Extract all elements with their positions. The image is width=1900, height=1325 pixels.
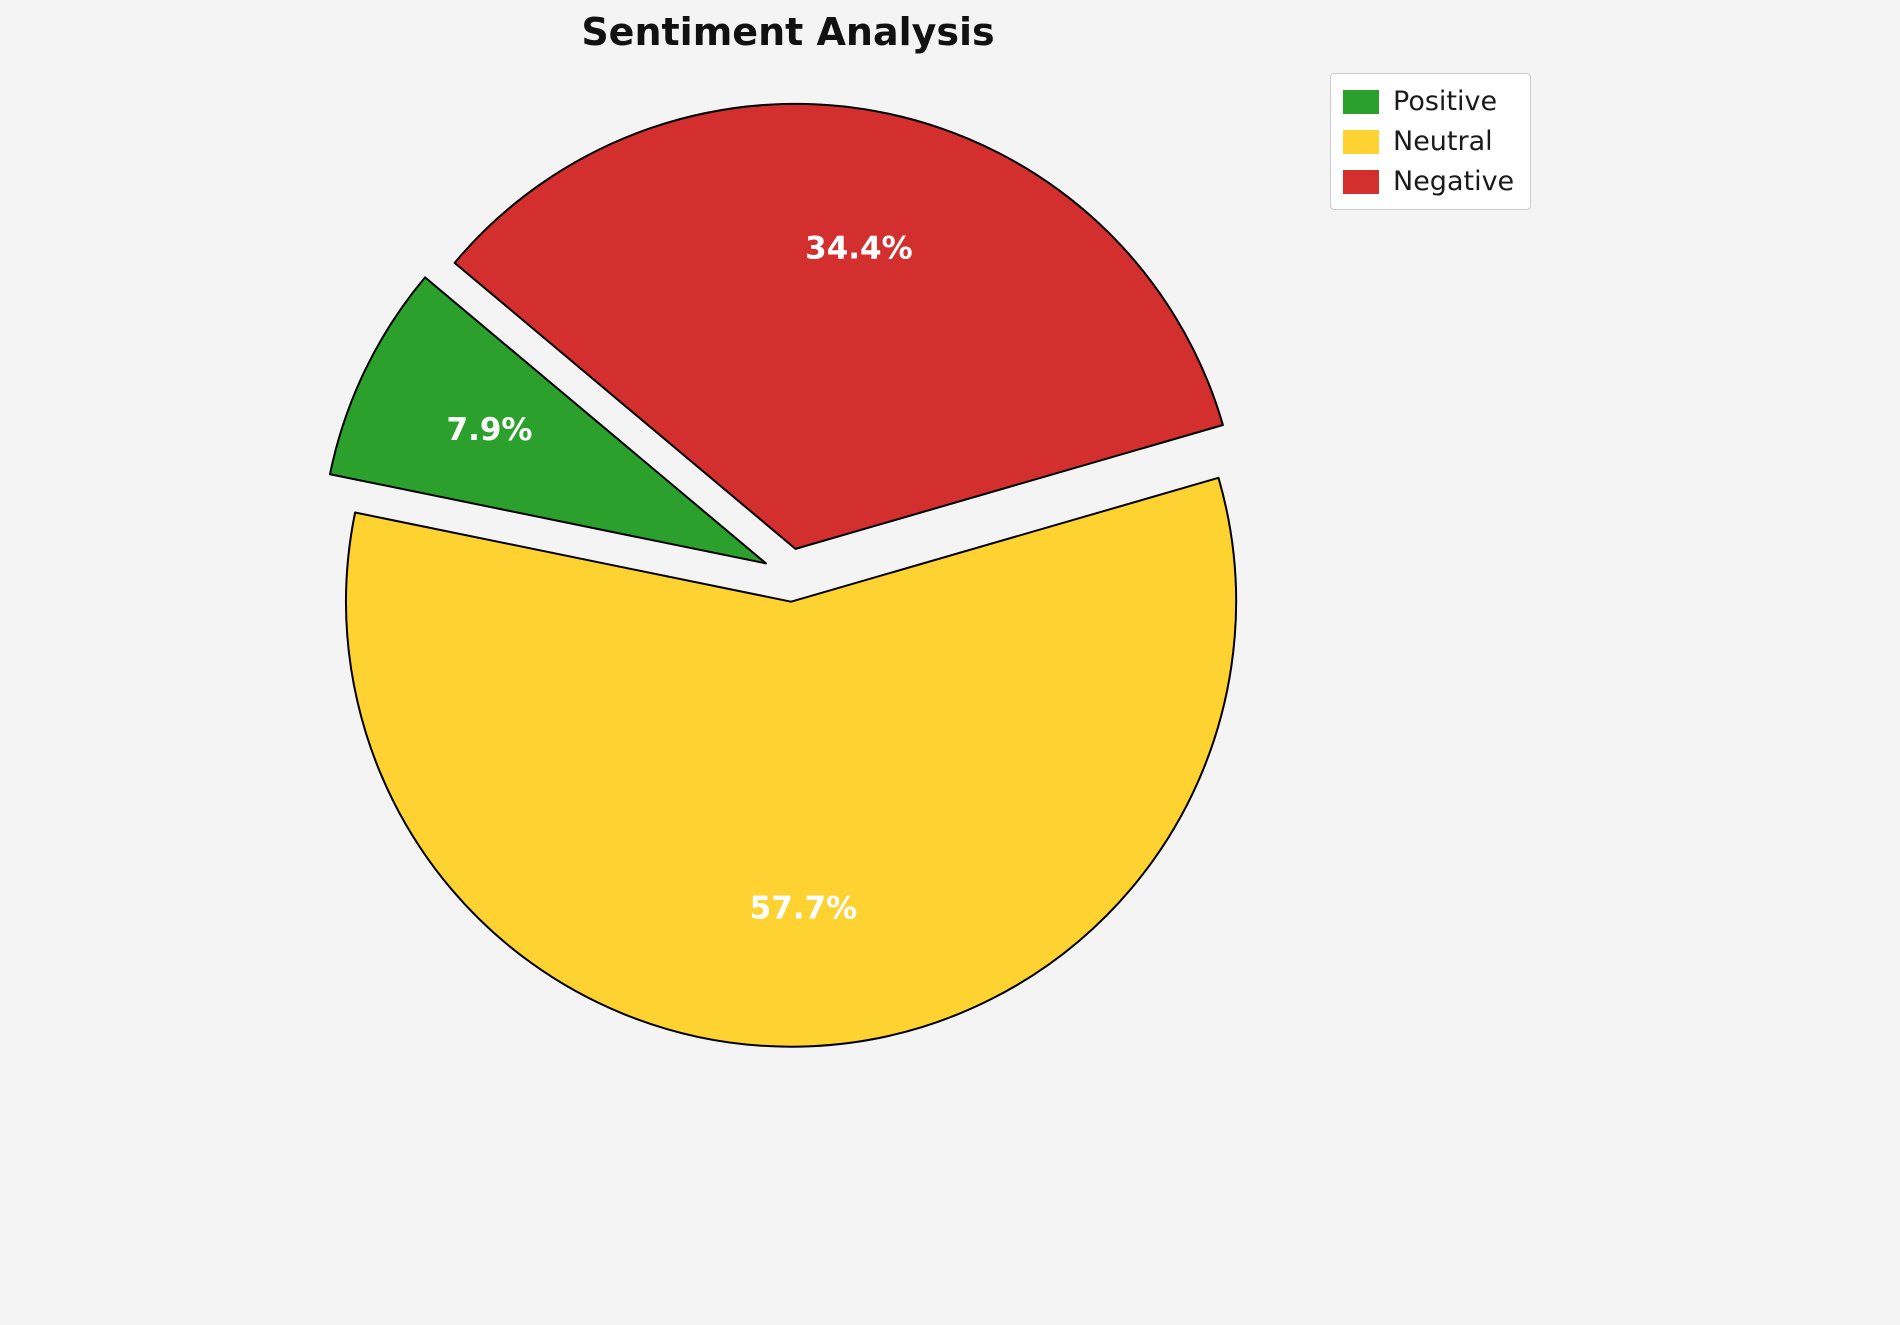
legend-item-positive: Positive <box>1343 86 1514 117</box>
legend-label-positive: Positive <box>1393 86 1498 117</box>
legend: Positive Neutral Negative <box>1330 73 1532 210</box>
pie-slice-pct-negative: 34.4% <box>805 230 913 266</box>
legend-item-negative: Negative <box>1343 166 1514 197</box>
pie-slice-pct-positive: 7.9% <box>447 412 533 448</box>
pie-slice-negative <box>453 102 1224 550</box>
pie-slice-pct-neutral: 57.7% <box>750 891 858 927</box>
legend-label-neutral: Neutral <box>1393 126 1493 157</box>
legend-swatch-neutral <box>1343 129 1379 154</box>
legend-item-neutral: Neutral <box>1343 126 1514 157</box>
legend-label-negative: Negative <box>1393 166 1515 197</box>
pie-slice-neutral <box>345 476 1238 1048</box>
legend-swatch-negative <box>1343 169 1379 194</box>
chart-title: Sentiment Analysis <box>581 10 995 54</box>
pie-slice-positive <box>328 276 767 565</box>
legend-swatch-positive <box>1343 89 1379 114</box>
